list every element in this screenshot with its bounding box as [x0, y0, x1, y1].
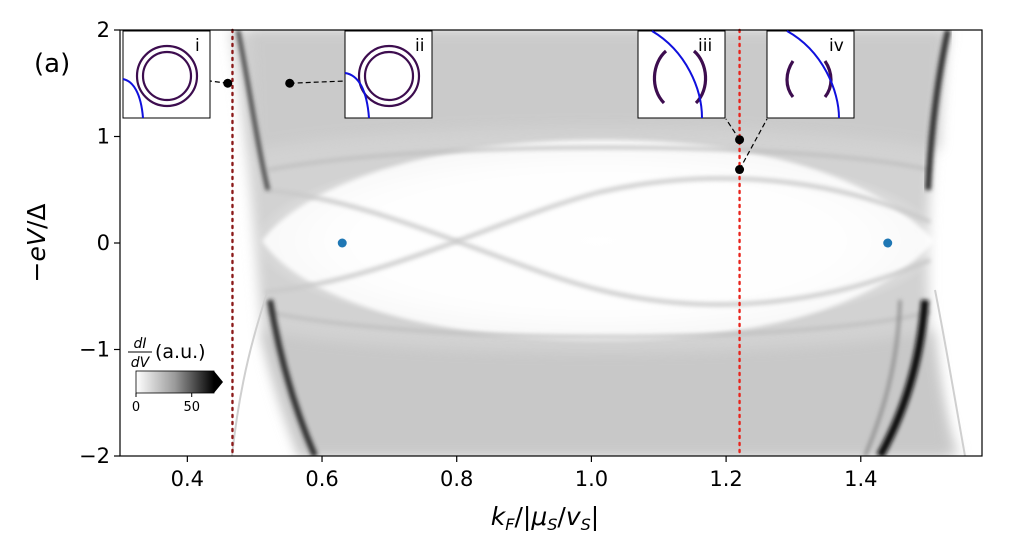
- inset-iii: iii: [637, 30, 726, 119]
- connector-line: [209, 80, 228, 84]
- y-ticks: −2 −1 0 1 2: [79, 18, 120, 468]
- inset-label-iv: iv: [829, 36, 844, 56]
- colorbar-label-unit: (a.u.): [155, 341, 206, 363]
- connector-line: [739, 118, 768, 170]
- inset-ii: ii: [344, 30, 433, 119]
- y-axis-label: −eV/Δ: [22, 204, 51, 283]
- connector-line: [289, 80, 346, 84]
- x-tick-label: 0.8: [440, 467, 473, 491]
- panel-label: (a): [34, 49, 70, 79]
- x-axis-label: kF/|μS/vS|: [491, 502, 599, 534]
- colorbar-tick-label: 0: [132, 400, 140, 415]
- colorbar-ticks: 0 50: [132, 393, 200, 415]
- y-tick-label: 0: [97, 231, 110, 255]
- inset-iv: iv: [766, 30, 855, 119]
- colorbar-tick-label: 50: [183, 400, 200, 415]
- vertical-lines: [231, 28, 741, 458]
- colorbar: dI dV (a.u.) 0 50: [128, 336, 223, 415]
- y-tick-label: 1: [97, 125, 110, 149]
- inset-label-iii: iii: [698, 36, 712, 56]
- connector-line: [725, 118, 741, 141]
- x-ticks: 0.4 0.6 0.8 1.0 1.2 1.4: [171, 456, 877, 491]
- y-tick-label: 2: [97, 18, 110, 42]
- y-tick-label: −2: [79, 444, 110, 468]
- x-tick-label: 0.4: [171, 467, 204, 491]
- inset-label-i: i: [195, 36, 200, 56]
- blue-point: [883, 238, 893, 248]
- y-tick-label: −1: [79, 338, 110, 362]
- colorbar-extend-arrow: [214, 371, 223, 393]
- colorbar-gradient: [135, 370, 215, 394]
- x-tick-label: 1.4: [844, 467, 877, 491]
- x-tick-label: 1.0: [575, 467, 608, 491]
- colorbar-label-numerator: dI: [133, 336, 146, 352]
- inset-connectors: [209, 80, 768, 170]
- inset-i: i: [122, 30, 211, 119]
- blue-point: [337, 238, 347, 248]
- colorbar-label-denominator: dV: [131, 355, 151, 371]
- x-tick-label: 0.6: [305, 467, 338, 491]
- inset-label-ii: ii: [415, 36, 424, 56]
- x-tick-label: 1.2: [709, 467, 742, 491]
